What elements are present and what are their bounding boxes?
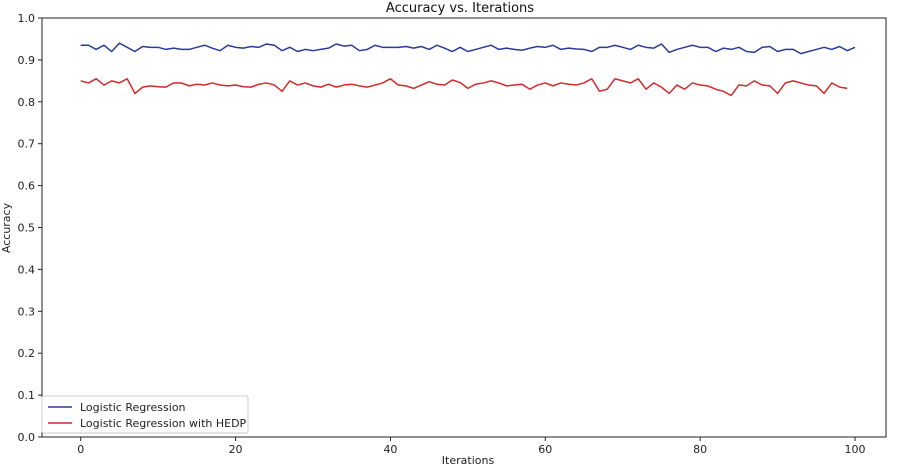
x-axis-label: Iterations <box>442 454 495 467</box>
chart-title: Accuracy vs. Iterations <box>386 1 534 16</box>
x-tick-label: 20 <box>229 443 243 456</box>
y-tick-label: 0.7 <box>18 138 36 151</box>
x-tick-label: 0 <box>77 443 84 456</box>
y-tick-label: 0.3 <box>18 305 36 318</box>
x-tick-label: 40 <box>383 443 397 456</box>
plot-frame <box>41 17 887 438</box>
series-line-hedp <box>80 78 848 97</box>
legend-box <box>41 395 249 434</box>
series-line-logistic-regression <box>80 42 856 55</box>
legend-label-hedp: Logistic Regression with HEDP <box>80 417 247 430</box>
series-layer <box>80 42 856 97</box>
legend: Logistic Regression Logistic Regression … <box>41 395 249 434</box>
x-tick-label: 60 <box>538 443 552 456</box>
y-axis-ticks: 0.0 0.1 0.2 0.3 0.4 0.5 0.6 0.7 0.8 0.9 1.0 <box>18 12 42 444</box>
y-tick-label: 0.5 <box>18 222 36 235</box>
x-tick-label: 100 <box>845 443 866 456</box>
x-axis-ticks: 0 20 40 60 80 100 <box>77 437 866 456</box>
y-tick-label: 0.2 <box>18 347 36 360</box>
y-tick-label: 0.6 <box>18 180 36 193</box>
y-tick-label: 0.0 <box>18 431 36 444</box>
x-tick-label: 80 <box>693 443 707 456</box>
y-tick-label: 0.9 <box>18 54 36 67</box>
legend-label-logistic-regression: Logistic Regression <box>80 401 186 414</box>
y-tick-label: 0.4 <box>18 263 36 276</box>
y-tick-label: 1.0 <box>18 12 36 25</box>
y-tick-label: 0.1 <box>18 389 36 402</box>
y-tick-label: 0.8 <box>18 96 36 109</box>
y-axis-label: Accuracy <box>0 202 13 253</box>
